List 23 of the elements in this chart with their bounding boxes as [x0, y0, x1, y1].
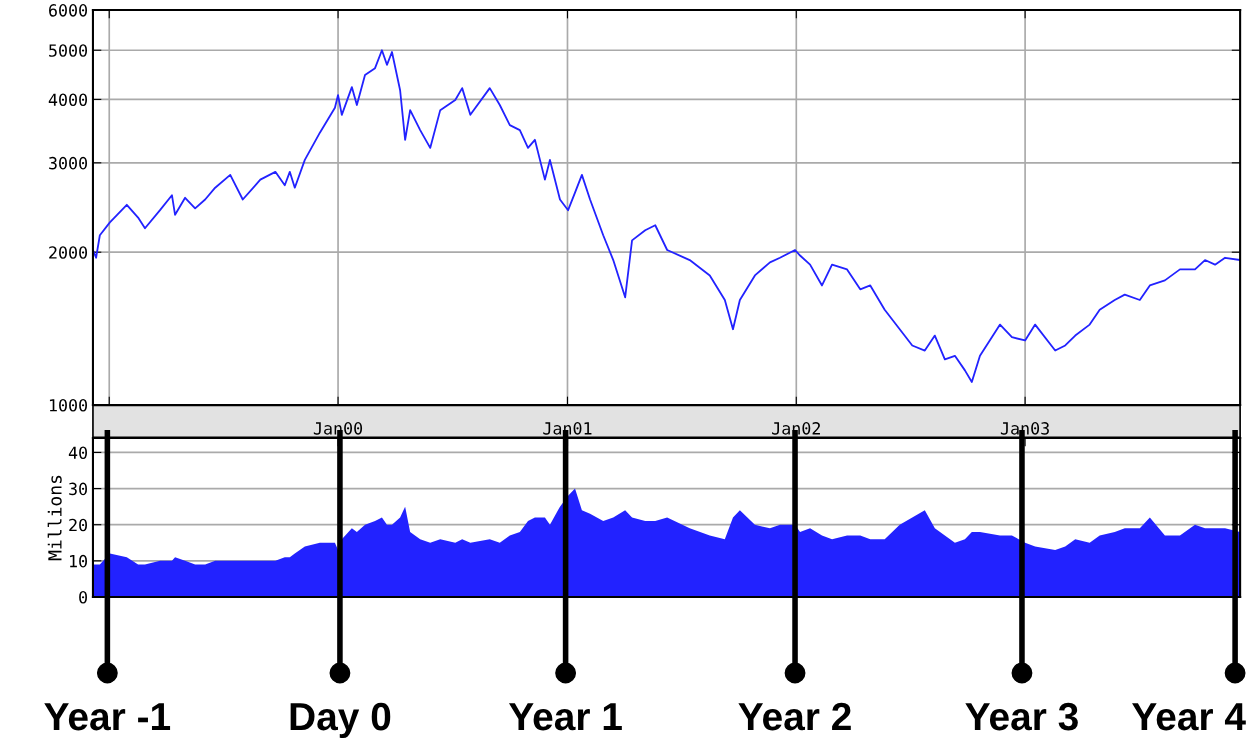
y-tick-label: 10	[70, 554, 88, 568]
y-tick-label: 40	[68, 446, 88, 460]
x-tick-label: Jan02	[772, 422, 820, 435]
x-tick-label: Jan01	[543, 422, 592, 435]
y-tick-label: 5000	[49, 44, 88, 57]
line-series	[92, 49, 1241, 383]
y-tick-label: 2000	[49, 246, 88, 259]
y-tick-label: 3000	[49, 156, 88, 170]
ref-line-label: Year -1	[44, 703, 171, 731]
x-tick-label: Jan00	[313, 422, 363, 435]
y-tick-label: 20	[69, 518, 88, 532]
ref-line-label: Year 1	[508, 703, 622, 731]
y-tick-label: 1000	[49, 398, 88, 412]
y-tick-label: 0	[79, 590, 88, 604]
ref-line-label: Year 3	[965, 702, 1078, 731]
ref-line-label: Day 0	[290, 702, 391, 739]
y-tick-label: 30	[69, 482, 88, 496]
y-axis-title: Millions	[47, 475, 62, 561]
y-tick-label: 6000	[49, 4, 88, 17]
legend-label: Year 4	[1132, 703, 1246, 731]
x-tick-label: Jan03	[1000, 422, 1049, 435]
ref-line-label: Year 2	[738, 702, 851, 731]
y-tick-label: 4000	[48, 93, 88, 107]
